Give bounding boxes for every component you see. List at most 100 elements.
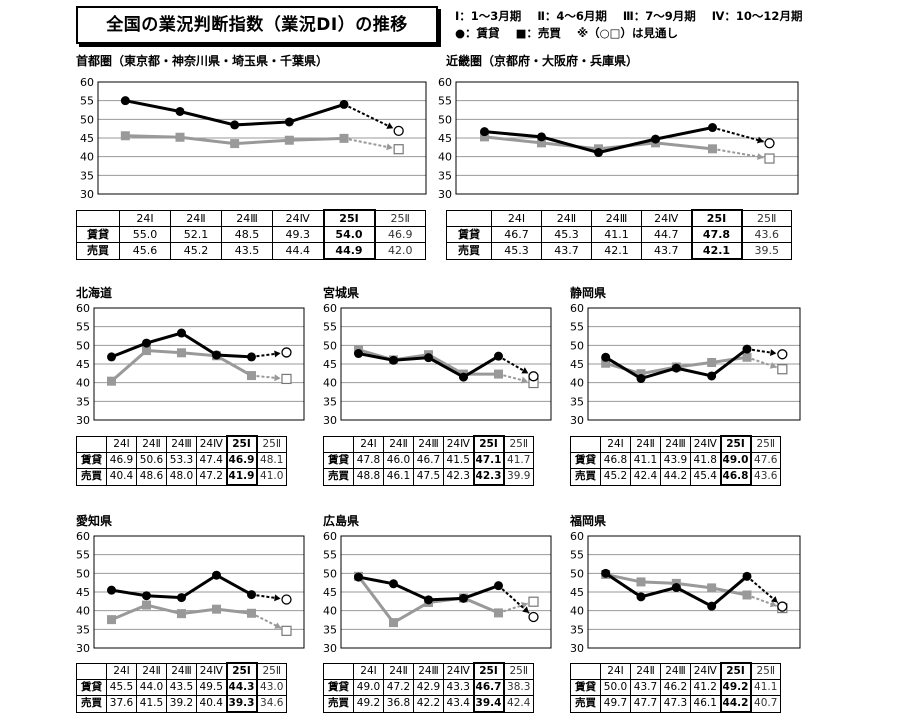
table-cell: 45.6 <box>119 242 171 260</box>
plot-frame <box>340 535 552 649</box>
y-tick-label: 45 <box>570 586 584 599</box>
forecast-arrowhead <box>769 600 777 608</box>
rent-point <box>671 583 681 593</box>
table-cell: 45.3 <box>541 226 592 243</box>
table-cell: 44.0 <box>136 679 167 696</box>
legend-period-4: Ⅳ：10〜12月期 <box>711 9 803 23</box>
table-cell: 52.1 <box>170 226 222 243</box>
table-cell: 49.0 <box>719 452 752 469</box>
row-label: 賃貸 <box>446 226 492 243</box>
table-cell: 49.2 <box>353 695 384 713</box>
row-label: 売買 <box>76 695 107 713</box>
column-header: 24Ⅰ <box>119 209 171 227</box>
rent-forecast-point <box>777 349 788 360</box>
legend-series: ●：賃貸 ■：売買 ※（○□）は見通し <box>455 25 802 42</box>
sale-forecast-point <box>777 364 788 375</box>
table-cell: 41.9 <box>225 468 258 486</box>
table-cell: 48.8 <box>353 468 384 486</box>
table-cell: 46.1 <box>690 695 721 713</box>
table-cell: 45.2 <box>600 468 631 486</box>
rent-point <box>480 127 489 137</box>
sale-point <box>601 358 611 368</box>
data-table: 24Ⅰ 24Ⅱ 24Ⅲ 24Ⅳ 25Ⅰ 25Ⅱ 賃貸 47.8 46.0 46.7 41.5 47.1… <box>323 435 534 486</box>
y-tick-label: 50 <box>323 339 337 352</box>
chart-title: 広島県 <box>323 514 360 528</box>
rent-point <box>424 595 433 605</box>
y-tick-label: 30 <box>570 414 584 427</box>
sale-point <box>707 358 717 368</box>
row-label: 売買 <box>76 242 120 260</box>
column-header: 25Ⅱ <box>256 435 287 453</box>
table-cell: 39.2 <box>166 695 197 713</box>
sale-point <box>742 590 752 600</box>
rent-forecast-point <box>764 138 775 149</box>
legend: Ⅰ：1〜3月期 Ⅱ：4〜6月期 Ⅲ：7〜9月期 Ⅳ：10〜12月期 ●：賃貸 ■… <box>455 8 802 42</box>
y-tick-label: 55 <box>80 95 94 108</box>
plot-frame <box>587 535 801 649</box>
table-cell: 43.0 <box>256 679 287 696</box>
forecast-arrowhead <box>386 122 394 129</box>
data-table: 24Ⅰ 24Ⅱ 24Ⅲ 24Ⅳ 25Ⅰ 25Ⅱ 賃貸 46.7 45.3 41.1 44.7 47.8… <box>446 209 792 260</box>
row-label: 賃貸 <box>76 679 107 696</box>
table-header-row: 24Ⅰ 24Ⅱ 24Ⅲ 24Ⅳ 25Ⅰ 25Ⅱ <box>76 209 426 227</box>
sale-point <box>494 608 503 618</box>
forecast-arrowhead <box>770 596 778 603</box>
sale-forecast-point <box>393 144 404 155</box>
column-header: 24Ⅳ <box>443 435 474 453</box>
y-tick-label: 30 <box>76 642 90 655</box>
table-cell: 41.2 <box>690 679 721 696</box>
column-header: 24Ⅱ <box>383 435 414 453</box>
table-cell: 40.4 <box>196 695 227 713</box>
rent-point <box>707 371 717 381</box>
sale-point <box>480 132 489 142</box>
data-table: 24Ⅰ 24Ⅱ 24Ⅲ 24Ⅳ 25Ⅰ 25Ⅱ 賃貸 49.0 47.2 42.9 43.3 46.7… <box>323 662 534 713</box>
y-tick-label: 60 <box>76 530 90 543</box>
sale-point <box>120 131 130 141</box>
y-tick-label: 50 <box>76 567 90 580</box>
y-tick-label: 45 <box>76 358 90 371</box>
y-tick-label: 35 <box>438 169 452 182</box>
rent-point <box>247 590 256 600</box>
table-row: 賃貸 46.8 41.1 43.9 41.8 49.0 47.6 <box>570 452 781 469</box>
table-corner <box>570 662 601 680</box>
y-tick-label: 40 <box>438 151 452 164</box>
sale-point <box>177 348 186 358</box>
plot-frame <box>93 307 305 421</box>
y-tick-label: 35 <box>570 395 584 408</box>
table-cell: 53.3 <box>166 452 197 469</box>
sale-forecast-line <box>712 147 764 159</box>
plot-frame <box>455 81 799 195</box>
table-cell: 47.2 <box>196 468 227 486</box>
column-header: 24Ⅳ <box>196 662 227 680</box>
rent-point <box>636 592 646 602</box>
y-tick-label: 45 <box>323 358 337 371</box>
row-label: 売買 <box>570 468 601 486</box>
rent-point <box>708 123 717 133</box>
column-header: 24Ⅰ <box>491 209 542 227</box>
table-row: 売買 49.7 47.7 47.3 46.1 44.2 40.7 <box>570 695 781 713</box>
sale-point <box>175 132 185 142</box>
table-cell: 46.7 <box>472 679 505 696</box>
table-cell: 36.8 <box>383 695 414 713</box>
plot-frame <box>97 81 427 195</box>
column-header: 24Ⅳ <box>272 209 324 227</box>
rent-point <box>142 338 151 348</box>
table-header-row: 24Ⅰ 24Ⅱ 24Ⅲ 24Ⅳ 25Ⅰ 25Ⅱ <box>446 209 792 227</box>
table-cell: 34.6 <box>256 695 287 713</box>
rent-forecast-line <box>343 103 394 130</box>
forecast-arrowhead <box>274 594 281 602</box>
sale-point <box>247 371 256 381</box>
row-label: 売買 <box>323 695 354 713</box>
table-corner <box>446 209 492 227</box>
y-tick-label: 60 <box>76 302 90 315</box>
column-header: 24Ⅰ <box>353 662 384 680</box>
row-label: 賃貸 <box>323 452 354 469</box>
y-tick-label: 60 <box>80 76 94 89</box>
sale-forecast-point <box>764 153 775 164</box>
table-row: 売買 45.2 42.4 44.2 45.4 46.8 43.6 <box>570 468 781 486</box>
y-tick-label: 60 <box>570 530 584 543</box>
y-tick-label: 40 <box>570 377 584 390</box>
table-cell: 46.7 <box>413 452 444 469</box>
y-tick-label: 30 <box>323 414 337 427</box>
y-tick-label: 30 <box>323 642 337 655</box>
